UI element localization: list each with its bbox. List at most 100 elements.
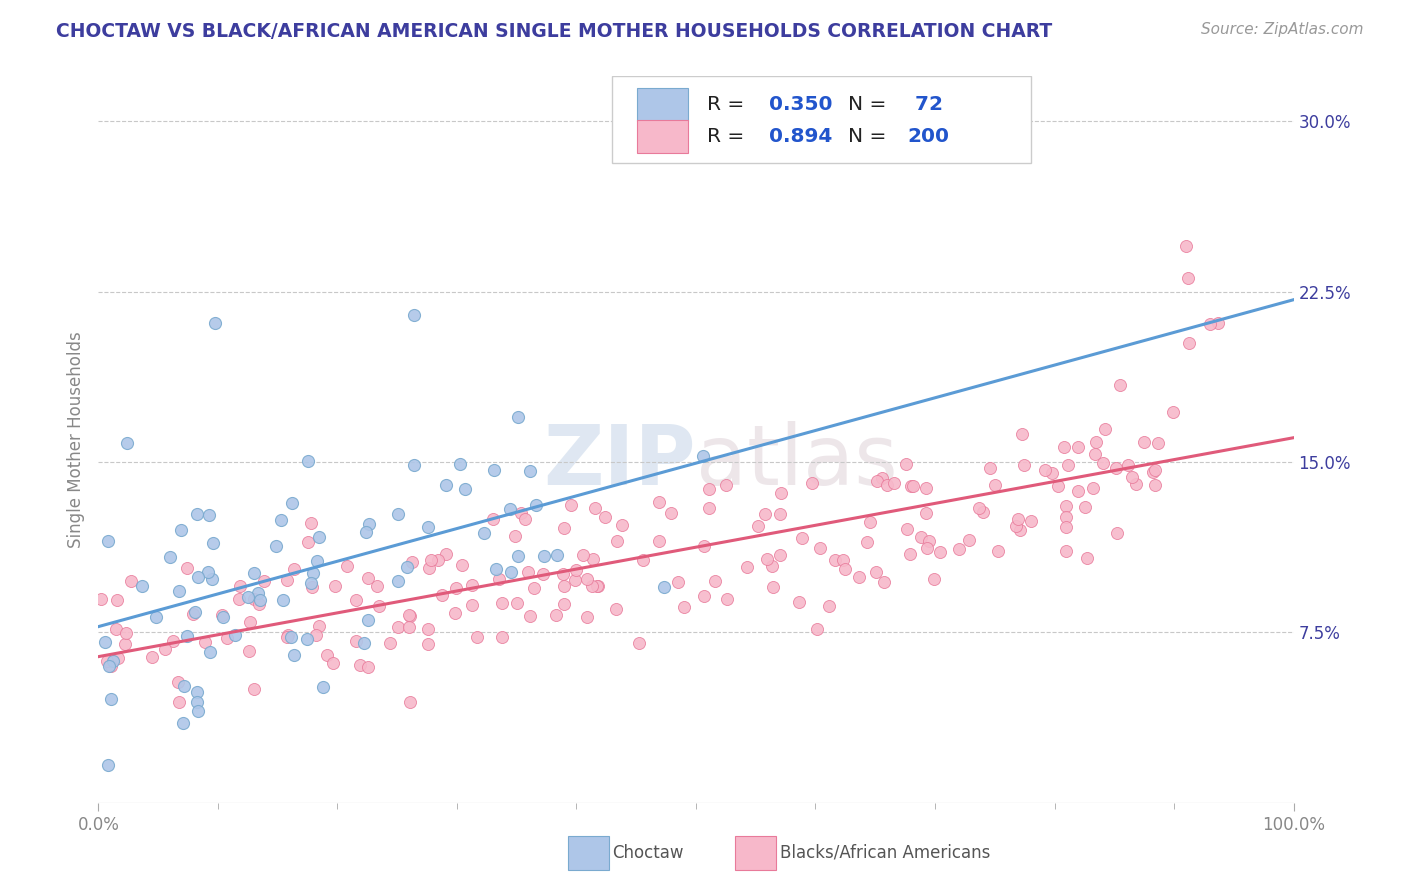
Point [107,651,129,665]
Point [145,610,167,624]
Point [894,457,917,471]
Point [446,581,468,595]
Point [484,561,506,575]
Point [523,581,546,595]
Point [169,523,191,537]
Point [212,609,235,624]
Point [398,695,420,709]
Point [270,513,292,527]
Point [1105,461,1128,475]
Point [281,496,304,510]
Point [238,643,260,657]
Point [1084,434,1107,449]
Point [1040,466,1063,480]
Point [506,409,529,424]
Point [1084,447,1107,461]
Point [197,566,219,580]
Point [172,715,194,730]
Point [1007,511,1029,525]
Point [295,632,318,646]
Point [761,559,783,574]
Point [735,560,758,574]
Text: R =: R = [707,127,751,145]
Point [754,507,776,521]
Point [155,642,177,657]
Point [595,509,617,524]
Point [586,579,609,593]
Point [553,521,575,535]
Point [301,580,323,594]
Point [181,607,204,621]
Point [716,592,738,607]
Point [551,567,574,582]
Text: Blacks/African Americans: Blacks/African Americans [780,844,990,862]
Point [865,566,887,580]
Point [606,533,628,548]
FancyBboxPatch shape [613,76,1031,163]
Point [761,580,783,594]
Point [1033,463,1056,477]
Point [1091,456,1114,470]
Point [197,508,219,523]
Point [277,628,299,642]
Point [186,704,208,718]
Point [366,578,388,592]
Point [929,545,952,559]
Text: atlas: atlas [696,421,897,501]
Point [834,561,856,575]
Point [553,579,575,593]
Point [280,631,302,645]
Point [271,593,294,607]
Point [668,575,690,590]
Point [915,481,938,495]
Text: 0.350: 0.350 [769,95,832,114]
Point [560,499,582,513]
Point [922,572,945,586]
Point [1206,316,1229,330]
Point [354,524,377,539]
Point [1116,458,1139,472]
Point [1067,483,1090,498]
Point [312,680,335,694]
Point [513,512,536,526]
Point [103,654,125,668]
Point [564,573,586,587]
Point [769,507,792,521]
Point [1019,514,1042,528]
Point [419,553,441,567]
Point [1057,458,1080,472]
Point [648,534,671,549]
Point [984,478,1007,492]
Point [652,580,675,594]
Point [697,500,720,515]
Point [173,679,195,693]
Point [1121,470,1143,484]
Point [97,534,120,549]
Point [387,574,409,589]
Point [252,574,274,588]
Point [228,592,250,607]
Point [692,590,714,604]
Point [870,471,893,485]
Point [1132,435,1154,450]
Point [1004,519,1026,533]
Point [627,636,650,650]
Point [1199,318,1222,332]
Point [378,636,401,650]
Point [672,599,695,614]
Point [302,566,325,580]
Text: 0.894: 0.894 [769,127,832,145]
Point [211,607,233,622]
Point [1147,436,1170,450]
Point [1174,239,1197,253]
Point [467,631,489,645]
Point [1047,479,1070,493]
Point [631,553,654,567]
Text: ZIP: ZIP [544,421,696,501]
Point [276,630,298,644]
Point [790,531,813,545]
Point [806,622,828,636]
Point [357,614,380,628]
Point [482,463,505,477]
Point [856,535,879,549]
